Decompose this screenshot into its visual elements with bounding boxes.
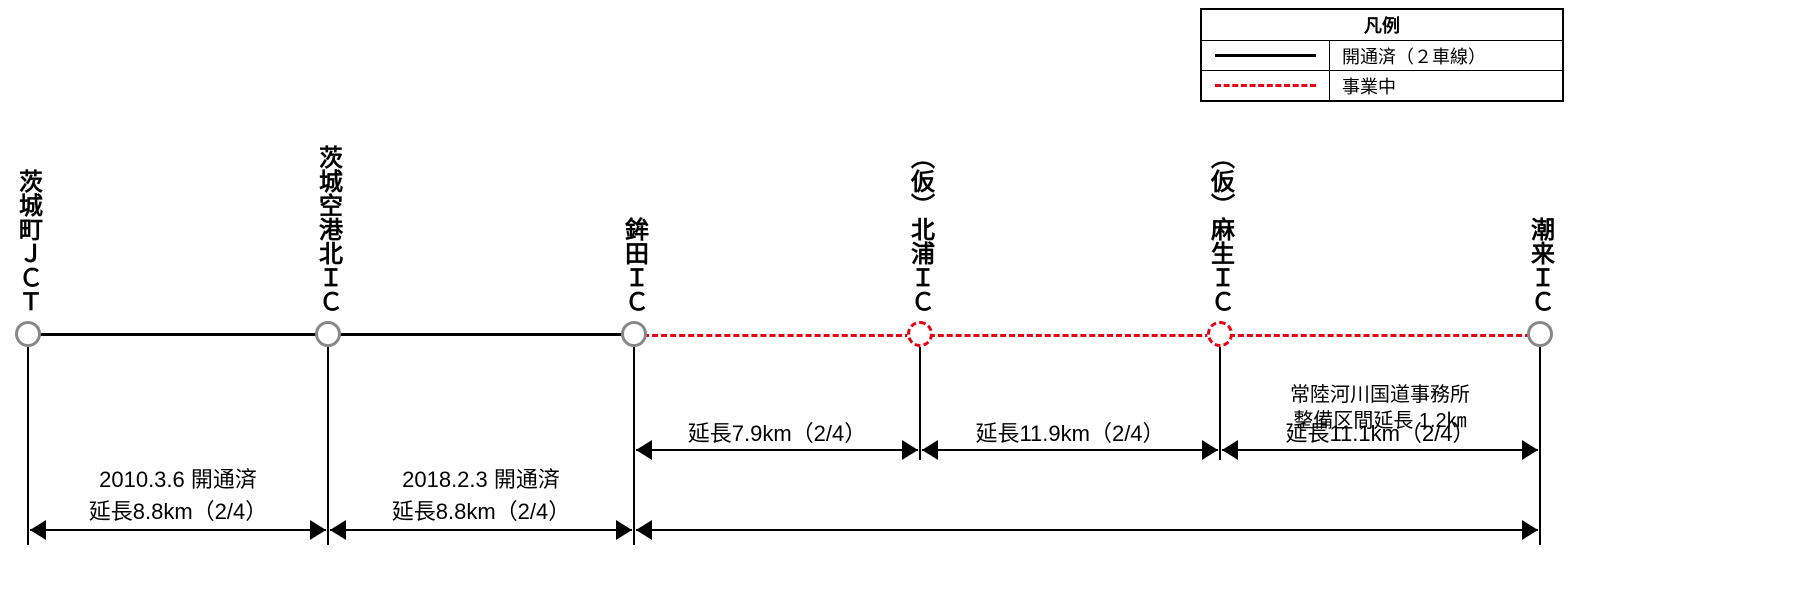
legend-swatch-line-0 [1215,54,1317,57]
ext-line-hokota [633,347,635,545]
dim-lower-ibarakimachi-jct-ibaraki-kuko-kita-arrow-l [30,520,46,540]
dim-upper-asou-itako-arrow-l [1222,440,1238,460]
dim-upper-kitaura-asou-arrow-r [1202,440,1218,460]
dim-upper-hokota-kitaura-arrow-l [636,440,652,460]
dim-lower-ibaraki-kuko-kita-hokota [330,529,632,531]
legend-title: 凡例 [1202,10,1562,40]
node-hokota [621,321,647,347]
dim-upper-text-kitaura-asou: 延長11.9km（2/4） [975,416,1164,448]
route-diagram: 茨城町ＪＣＴ 茨城空港北ＩＣ 鉾田ＩＣ （仮）北浦ＩＣ （仮）麻生ＩＣ 潮来ＩＣ 延長7.9… [0,0,1812,616]
node-label-asou: （仮）麻生ＩＣ [1203,145,1238,313]
node-kitaura [907,321,933,347]
dim-lower-text-ibaraki-kuko-kita-hokota-1: 延長8.8km（2/4） [392,494,571,526]
dim-lower-hokota-itako-arrow-r [1522,520,1538,540]
segment-ibarakimachi-jct-ibaraki-kuko-kita [28,333,328,336]
dim-upper-hokota-kitaura-arrow-r [902,440,918,460]
legend-label-0: 開通済（２車線） [1330,43,1486,69]
dim-lower-hokota-itako-arrow-l [636,520,652,540]
dim-upper-asou-itako-arrow-r [1522,440,1538,460]
dim-lower-ibarakimachi-jct-ibaraki-kuko-kita-arrow-r [310,520,326,540]
node-label-kitaura: （仮）北浦ＩＣ [903,145,938,313]
node-ibaraki-kuko-kita [315,321,341,347]
segment-hokota-kitaura [634,334,920,337]
dim-lower-ibarakimachi-jct-ibaraki-kuko-kita [30,529,326,531]
dim-lower-ibaraki-kuko-kita-hokota-arrow-r [616,520,632,540]
legend-swatch-line-1 [1215,84,1317,87]
ext-line-kitaura [919,347,921,460]
extra-text-0: 常陸河川国道事務所 [1290,378,1470,407]
node-label-ibaraki-kuko-kita: 茨城空港北ＩＣ [311,145,346,313]
dim-upper-text-hokota-kitaura: 延長7.9km（2/4） [688,416,867,448]
legend-swatch-1 [1202,71,1330,101]
extra-text-1: 整備区間延長 1.2㎞ [1293,404,1466,433]
dim-lower-text-ibarakimachi-jct-ibaraki-kuko-kita-1: 延長8.8km（2/4） [89,494,268,526]
node-label-itako: 潮来ＩＣ [1523,217,1558,313]
dim-lower-text-ibarakimachi-jct-ibaraki-kuko-kita-0: 2010.3.6 開通済 [99,462,257,494]
segment-kitaura-asou [920,334,1220,337]
dim-upper-asou-itako [1222,449,1538,451]
node-ibarakimachi-jct [15,321,41,347]
dim-upper-kitaura-asou-arrow-l [922,440,938,460]
segment-ibaraki-kuko-kita-hokota [328,333,634,336]
node-asou [1207,321,1233,347]
ext-line-asou [1219,347,1221,460]
legend-swatch-0 [1202,41,1330,71]
node-label-ibarakimachi-jct: 茨城町ＪＣＴ [11,169,46,313]
dim-upper-hokota-kitaura [636,449,918,451]
ext-line-ibarakimachi-jct [27,347,29,545]
legend-row-0: 開通済（２車線） [1202,40,1562,70]
segment-asou-itako [1220,334,1540,337]
dim-lower-ibaraki-kuko-kita-hokota-arrow-l [330,520,346,540]
node-label-hokota: 鉾田ＩＣ [617,217,652,313]
dim-lower-hokota-itako [636,529,1538,531]
dim-upper-kitaura-asou [922,449,1218,451]
legend-label-1: 事業中 [1330,73,1396,99]
legend: 凡例開通済（２車線） 事業中 [1200,8,1564,102]
ext-line-ibaraki-kuko-kita [327,347,329,545]
node-itako [1527,321,1553,347]
ext-line-itako [1539,347,1541,545]
legend-row-1: 事業中 [1202,70,1562,100]
dim-lower-text-ibaraki-kuko-kita-hokota-0: 2018.2.3 開通済 [402,462,560,494]
